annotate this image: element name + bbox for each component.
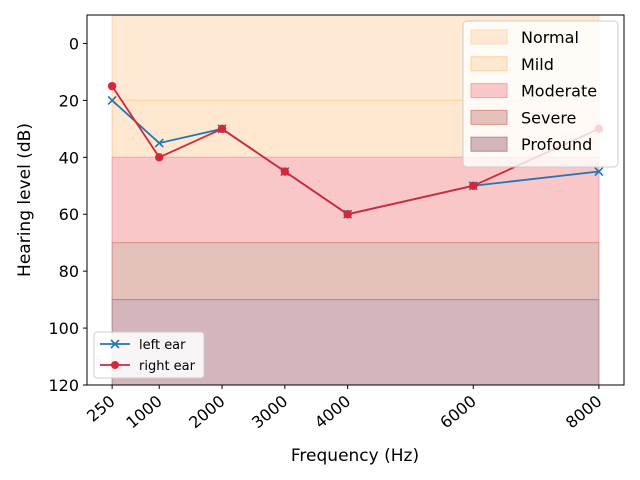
plot-frame	[86, 14, 625, 386]
left-ear-point	[154, 138, 164, 148]
legend-label-moderate: Moderate	[521, 82, 597, 101]
right-ear-point	[107, 81, 117, 91]
x-tick-label: 8000	[562, 392, 605, 433]
severity-legend: Normal Mild Moderate Severe Profound	[462, 20, 619, 168]
band-severe	[111, 242, 600, 301]
y-tick-label: 0	[69, 34, 79, 53]
y-axis-label: Hearing level (dB)	[15, 123, 35, 277]
x-tick-label: 2000	[185, 392, 228, 433]
right-ear-point	[280, 167, 290, 176]
legend-label-normal: Normal	[521, 28, 579, 47]
right-ear-point	[343, 210, 352, 219]
y-tick-label: 80	[59, 262, 79, 281]
x-tick-label: 6000	[436, 392, 479, 433]
y-tick-label: 60	[59, 205, 79, 224]
y-tick-label: 120	[48, 376, 79, 395]
y-axis-ticks: 0 20 40 60 80 100 120	[48, 34, 87, 395]
right-ear-point	[217, 124, 227, 134]
y-tick-label: 40	[59, 148, 79, 167]
band-moderate	[111, 156, 600, 244]
series-legend: left ear right ear	[93, 331, 205, 379]
legend-label-right-ear: right ear	[139, 359, 196, 374]
legend-marker-left-ear	[110, 339, 120, 349]
left-ear-point	[594, 166, 604, 177]
x-tick-label: 4000	[311, 392, 354, 433]
right-ear-point	[469, 181, 478, 190]
legend-label-severe: Severe	[521, 108, 576, 127]
left-ear-point	[107, 95, 117, 105]
x-axis-label: Frequency (Hz)	[291, 446, 419, 466]
legend-marker-right-ear	[111, 361, 119, 369]
legend-swatch-mild	[470, 56, 508, 72]
legend-swatch-moderate	[470, 83, 508, 99]
legend-swatch-severe	[470, 109, 508, 125]
right-ear-point	[155, 153, 164, 162]
x-axis-ticks: 250 1000 2000 3000 4000 6000 8000	[83, 385, 605, 432]
legend-swatch-profound	[470, 136, 508, 152]
y-tick-label: 100	[48, 319, 79, 338]
legend-label-profound: Profound	[521, 135, 592, 154]
legend-swatch-normal	[470, 29, 508, 45]
y-tick-label: 20	[59, 91, 79, 110]
x-tick-label: 250	[83, 392, 119, 426]
legend-label-left-ear: left ear	[139, 338, 186, 353]
legend-label-mild: Mild	[521, 55, 554, 74]
x-tick-label: 3000	[248, 392, 291, 433]
series-lines	[107, 81, 604, 219]
x-tick-label: 1000	[122, 392, 165, 433]
